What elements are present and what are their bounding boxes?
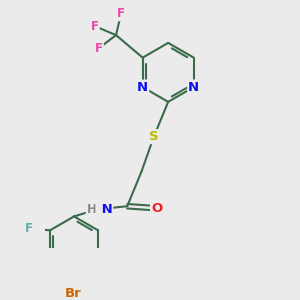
Text: Br: Br bbox=[65, 287, 82, 300]
Text: S: S bbox=[149, 130, 159, 143]
Text: N: N bbox=[188, 81, 199, 94]
Text: F: F bbox=[91, 20, 99, 33]
Text: F: F bbox=[117, 7, 125, 20]
Text: H: H bbox=[87, 203, 97, 216]
Text: N: N bbox=[137, 81, 148, 94]
Text: F: F bbox=[95, 42, 103, 55]
Text: N: N bbox=[97, 203, 112, 216]
Text: O: O bbox=[151, 202, 162, 215]
Text: F: F bbox=[25, 222, 33, 235]
